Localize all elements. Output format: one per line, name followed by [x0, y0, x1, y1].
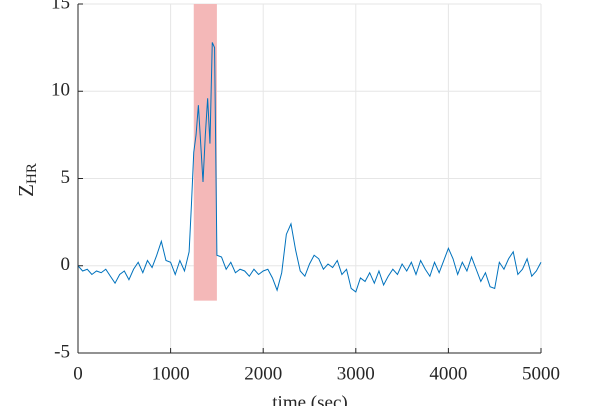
y-tick-label: 0	[61, 254, 71, 275]
data-line	[77, 42, 542, 293]
y-tick-label: 15	[51, 0, 70, 13]
x-axis-label: time (sec)	[272, 392, 347, 406]
highlight-region	[193, 4, 217, 301]
x-tick-label: 2000	[244, 363, 282, 384]
y-axis-label: ZHR	[14, 163, 41, 197]
y-tick-label: 5	[61, 167, 71, 188]
x-tick-label: 0	[73, 363, 83, 384]
y-label-sub: HR	[24, 163, 40, 184]
x-tick-label: 3000	[337, 363, 375, 384]
x-tick-label: 5000	[522, 363, 560, 384]
x-tick-label: 4000	[429, 363, 467, 384]
y-label-main: Z	[14, 184, 38, 197]
x-tick-label: 1000	[152, 363, 190, 384]
y-tick-label: -5	[54, 341, 70, 362]
y-tick-label: 10	[51, 80, 70, 101]
